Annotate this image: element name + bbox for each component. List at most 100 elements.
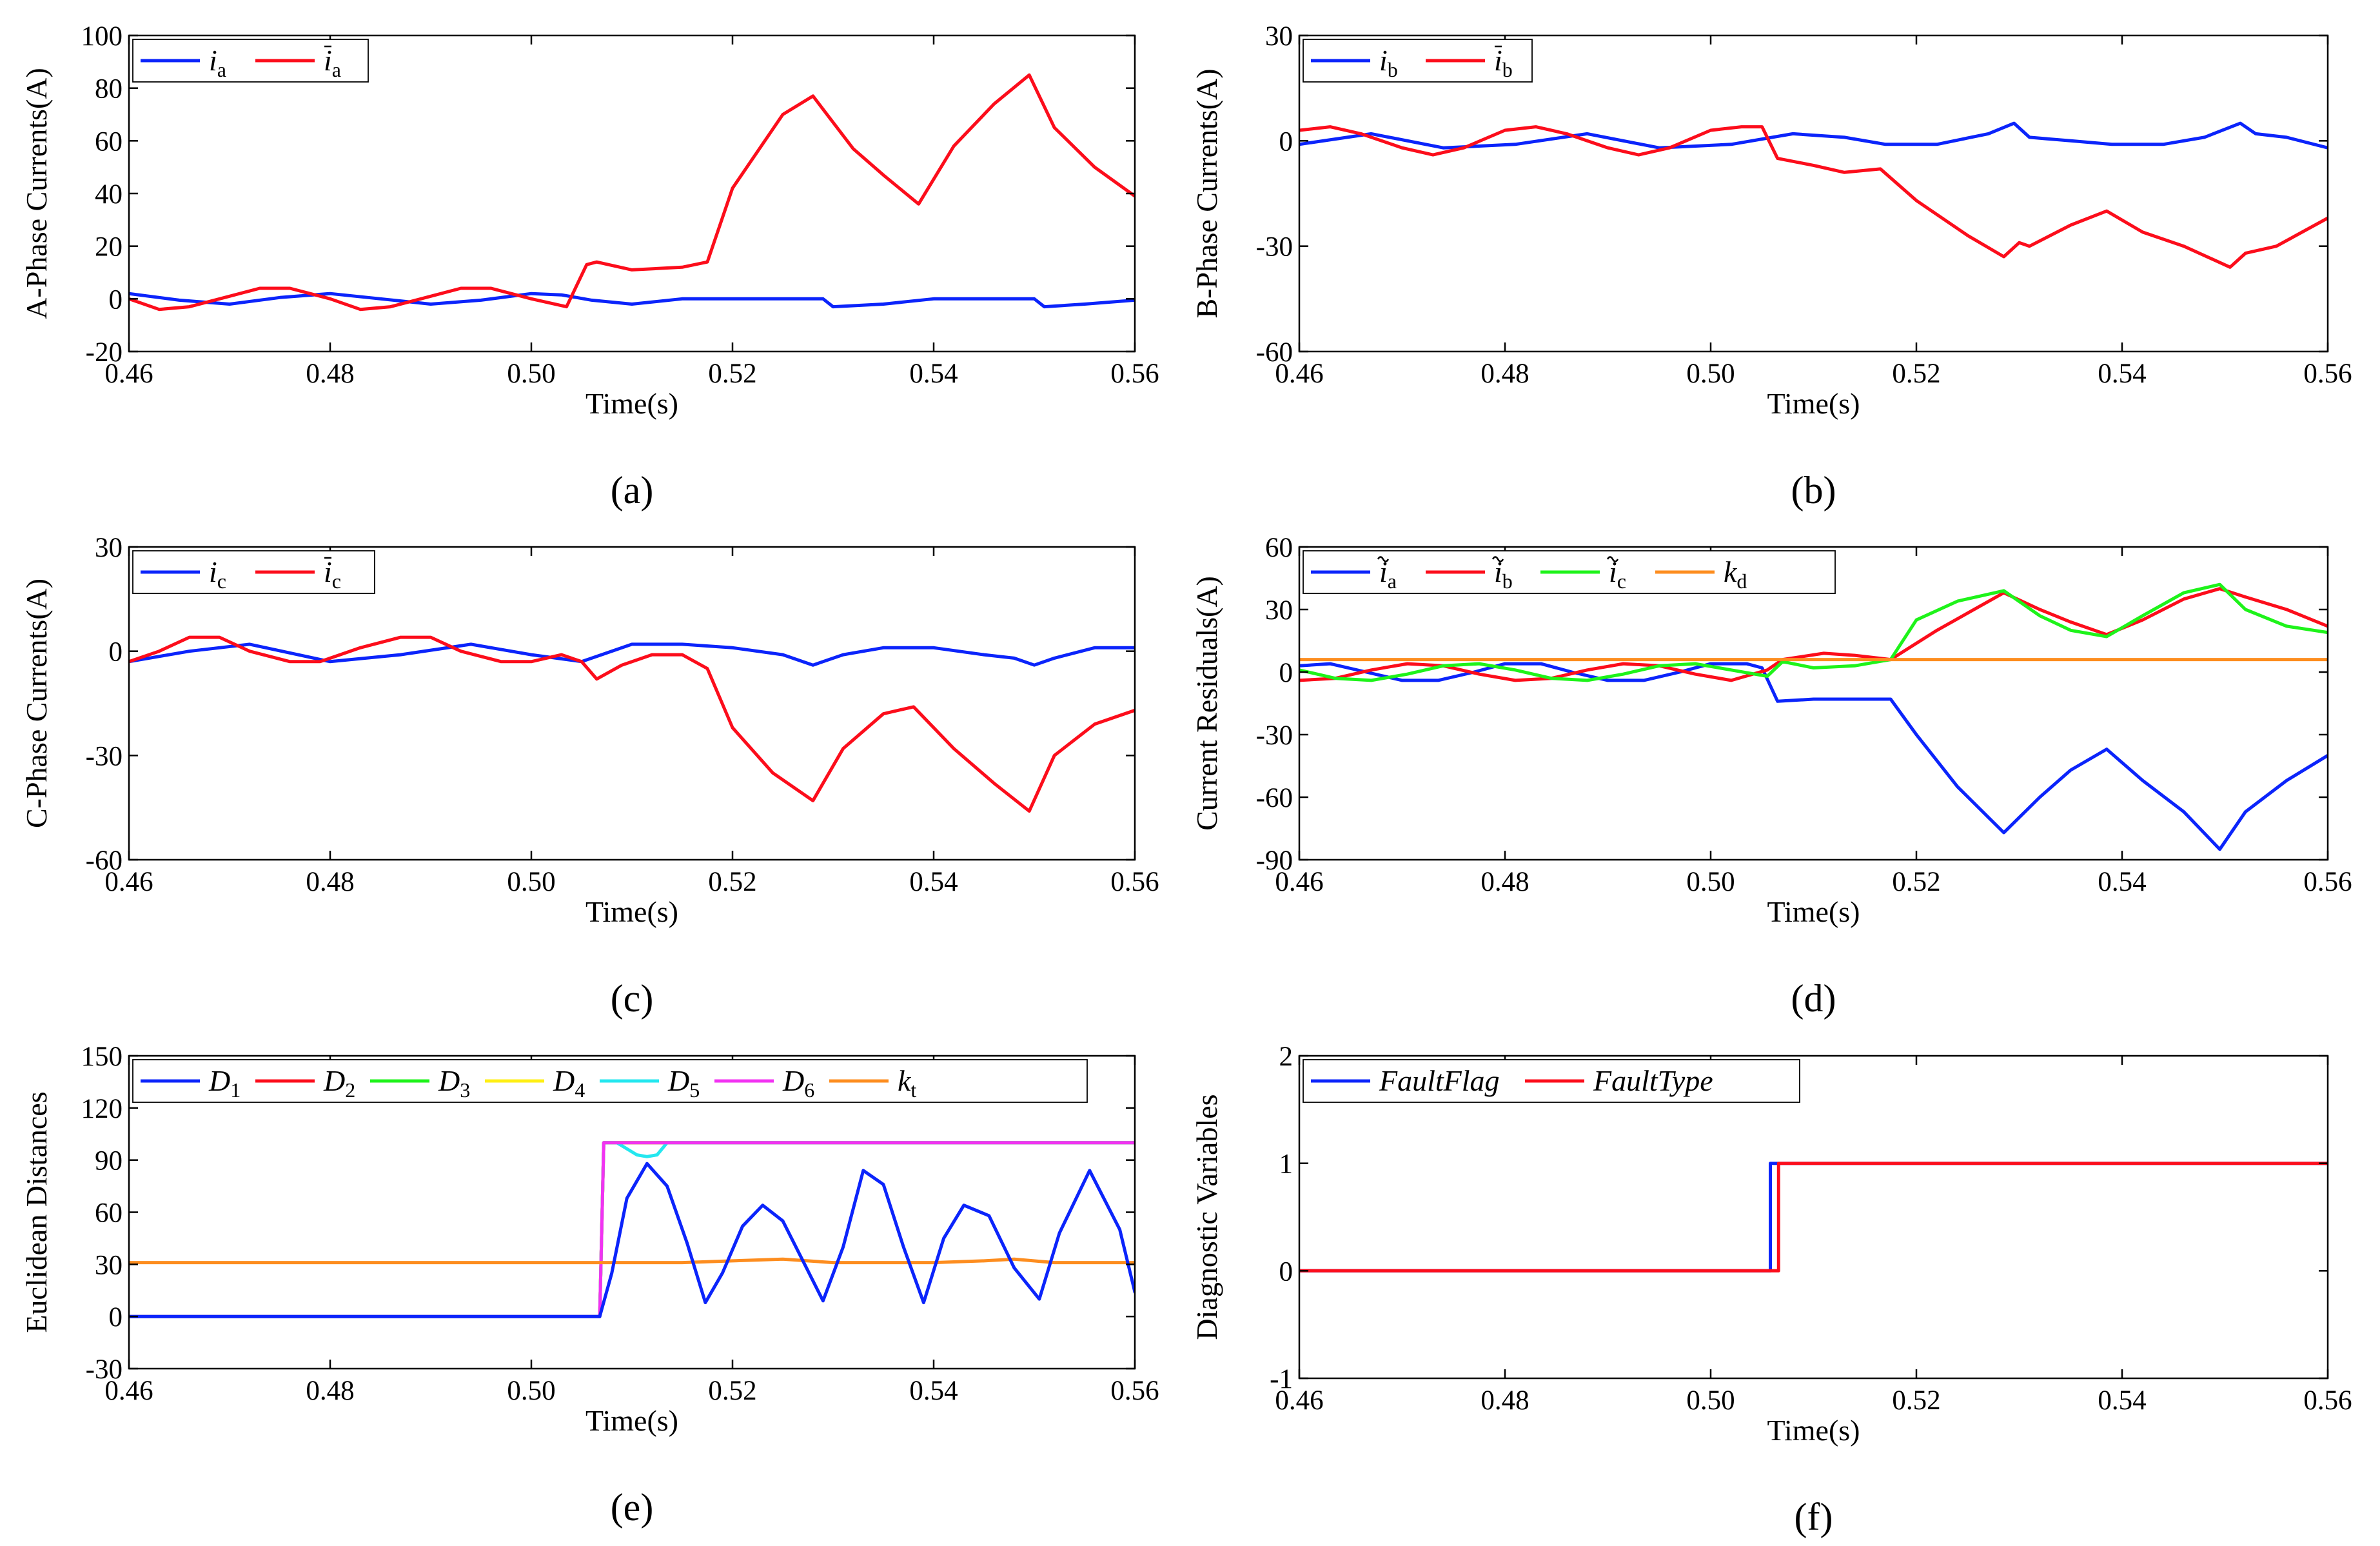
x-tick-label: 0.56 bbox=[1110, 359, 1159, 389]
y-tick-label: 30 bbox=[1265, 595, 1293, 626]
legend-label: D5 bbox=[667, 1064, 700, 1102]
legend-label: D3 bbox=[438, 1064, 470, 1102]
panel-e: 0.46 0.48 0.50 0.52 0.54 0.56 -30 0 30 60 90 120 150… bbox=[20, 1042, 1159, 1529]
series-line-D4 bbox=[129, 1141, 1135, 1318]
y-tick-label: -60 bbox=[86, 846, 123, 876]
axes-box bbox=[1298, 34, 2329, 353]
legend-symbol: D bbox=[438, 1064, 460, 1097]
y-axis-label: B-Phase Currents(A) bbox=[1190, 68, 1223, 318]
legend-symbol: i bbox=[1494, 44, 1502, 77]
x-tick-label: 0.56 bbox=[1110, 867, 1159, 897]
x-tick-label: 0.56 bbox=[2303, 1385, 2352, 1416]
x-tick-label: 0.46 bbox=[104, 1376, 153, 1406]
x-tick-label: 0.52 bbox=[1892, 359, 1940, 389]
x-tick-label: 0.50 bbox=[1686, 359, 1735, 389]
y-tick-label: 2 bbox=[1279, 1042, 1293, 1072]
x-tick-label: 0.54 bbox=[909, 1376, 958, 1406]
legend-label: D2 bbox=[323, 1064, 355, 1102]
y-tick-label: 40 bbox=[95, 179, 123, 210]
series-line-D5 bbox=[129, 1141, 1135, 1318]
y-axis-label: Current Residuals(A) bbox=[1190, 576, 1223, 831]
legend-subscript: b bbox=[1502, 58, 1513, 81]
x-tick-label: 0.48 bbox=[306, 1376, 354, 1406]
legend-subscript: 2 bbox=[345, 1078, 355, 1102]
legend: ia ib ic kd bbox=[1303, 550, 1836, 594]
y-tick-label: -30 bbox=[1256, 720, 1293, 751]
legend-subscript: 5 bbox=[689, 1078, 700, 1102]
y-tick-label: -1 bbox=[1270, 1364, 1293, 1394]
x-axis-label: Time(s) bbox=[585, 895, 678, 928]
x-tick-label: 0.52 bbox=[1892, 867, 1940, 897]
y-tick-label: 0 bbox=[109, 1302, 123, 1333]
legend-label: D4 bbox=[553, 1064, 585, 1102]
legend-symbol: D bbox=[323, 1064, 345, 1097]
y-tick-label: 1 bbox=[1279, 1149, 1293, 1180]
legend-subscript: a bbox=[332, 58, 341, 81]
series-line-i_b bbox=[1299, 121, 2328, 150]
legend-symbol: i bbox=[209, 555, 217, 588]
legend: ic ic bbox=[132, 550, 375, 594]
legend-symbol: FaultType bbox=[1593, 1064, 1713, 1097]
x-tick-label: 0.50 bbox=[507, 867, 555, 897]
series-line-D6 bbox=[129, 1141, 1135, 1318]
y-tick-label: -60 bbox=[1256, 337, 1293, 368]
panel-d: 0.46 0.48 0.50 0.52 0.54 0.56 -90 -60 -30 0 30 60 Ti… bbox=[1190, 533, 2352, 1020]
legend-symbol: i bbox=[1379, 555, 1388, 588]
legend-symbol: i bbox=[1494, 555, 1502, 588]
series-line-i_a_bar bbox=[129, 73, 1135, 312]
y-tick-label: 30 bbox=[95, 533, 123, 563]
legend-label: D6 bbox=[782, 1064, 814, 1102]
x-tick-label: 0.46 bbox=[1275, 359, 1323, 389]
legend-label: FaultFlag bbox=[1379, 1064, 1500, 1097]
y-tick-label: 80 bbox=[95, 74, 123, 104]
panel-label: (d) bbox=[1791, 977, 1836, 1020]
panel-f: 0.46 0.48 0.50 0.52 0.54 0.56 -1 0 1 2 Time(s) Diag… bbox=[1190, 1042, 2352, 1538]
legend: ib ib bbox=[1303, 39, 1533, 83]
legend-label: ib bbox=[1379, 44, 1398, 81]
panel-a: 0.46 0.48 0.50 0.52 0.54 0.56 -20 0 20 40 60 80 100 T… bbox=[20, 21, 1159, 511]
legend-subscript: c bbox=[332, 570, 341, 593]
legend-label: ia bbox=[324, 44, 341, 81]
y-tick-label: 100 bbox=[81, 21, 123, 52]
x-tick-label: 0.54 bbox=[2098, 867, 2146, 897]
x-tick-label: 0.46 bbox=[1275, 867, 1323, 897]
panel-label: (a) bbox=[611, 469, 654, 511]
legend-label: kt bbox=[898, 1064, 916, 1102]
legend: FaultFlag FaultType bbox=[1303, 1059, 1800, 1103]
y-tick-label: -90 bbox=[1256, 846, 1293, 876]
x-tick-label: 0.52 bbox=[708, 867, 756, 897]
legend-subscript: c bbox=[217, 570, 226, 593]
legend-subscript: b bbox=[1388, 58, 1398, 81]
panel-label: (c) bbox=[611, 977, 654, 1020]
y-tick-label: 60 bbox=[95, 126, 123, 157]
legend-label: ia bbox=[209, 44, 226, 81]
y-tick-label: 0 bbox=[109, 637, 123, 668]
legend-tilde-accent bbox=[1606, 556, 1619, 562]
legend-symbol: D bbox=[782, 1064, 804, 1097]
legend-symbol: k bbox=[1724, 555, 1738, 588]
x-axis-label: Time(s) bbox=[1767, 1414, 1860, 1447]
x-tick-label: 0.54 bbox=[2098, 1385, 2146, 1416]
x-tick-label: 0.48 bbox=[1480, 1385, 1529, 1416]
legend-label: kd bbox=[1724, 555, 1747, 593]
x-tick-label: 0.54 bbox=[2098, 359, 2146, 389]
x-tick-label: 0.56 bbox=[2303, 359, 2352, 389]
series-line-k_t bbox=[129, 1257, 1135, 1265]
series-group bbox=[129, 1141, 1135, 1318]
y-tick-label: 20 bbox=[95, 232, 123, 263]
series-line-FaultType bbox=[1299, 1162, 2328, 1273]
x-tick-label: 0.52 bbox=[1892, 1385, 1940, 1416]
legend-label: ib bbox=[1494, 555, 1513, 593]
y-tick-label: 0 bbox=[1279, 1256, 1293, 1287]
x-tick-label: 0.54 bbox=[909, 867, 958, 897]
series-group bbox=[129, 73, 1135, 312]
y-axis-label: Diagnostic Variables bbox=[1190, 1094, 1223, 1340]
panel-label: (e) bbox=[611, 1486, 654, 1529]
x-tick-label: 0.54 bbox=[909, 359, 958, 389]
legend-tilde-accent bbox=[1377, 556, 1390, 562]
x-tick-label: 0.48 bbox=[306, 359, 354, 389]
x-tick-label: 0.56 bbox=[1110, 1376, 1159, 1406]
series-group bbox=[129, 635, 1135, 813]
x-tick-label: 0.50 bbox=[507, 1376, 555, 1406]
legend-subscript: 6 bbox=[804, 1078, 814, 1102]
